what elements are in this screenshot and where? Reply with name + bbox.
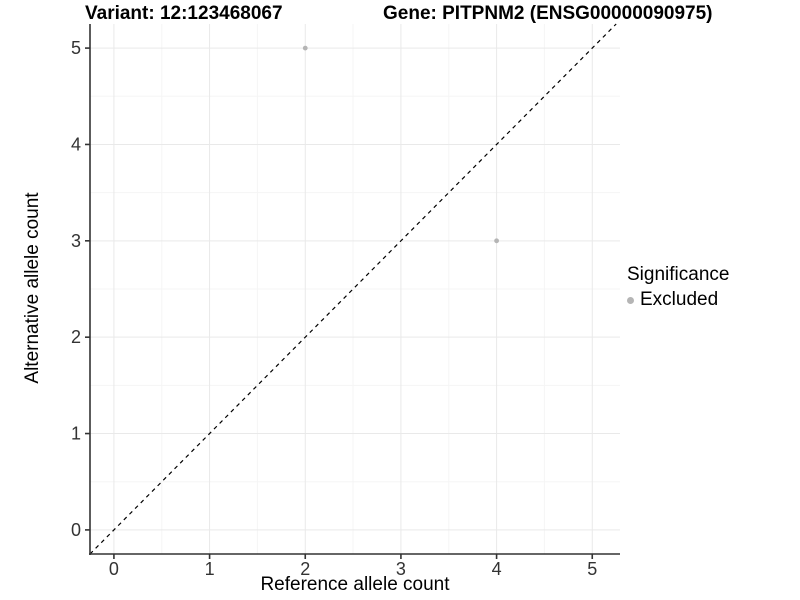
x-tick-label: 5 (587, 559, 597, 579)
data-point-excluded (302, 45, 308, 51)
legend-item-excluded: Excluded (627, 289, 729, 311)
y-tick-label: 5 (71, 38, 81, 58)
y-tick-label: 0 (71, 520, 81, 540)
legend-point-icon (627, 296, 634, 304)
x-tick-label: 4 (492, 559, 502, 579)
legend: Significance Excluded (627, 264, 729, 311)
y-tick-label: 2 (71, 327, 81, 347)
x-axis-title: Reference allele count (260, 574, 450, 595)
x-tick-label: 1 (205, 559, 215, 579)
plot-title-gene: Gene: PITPNM2 (ENSG00000090975) (383, 3, 713, 24)
legend-title: Significance (627, 264, 730, 285)
x-tick-label: 0 (109, 559, 119, 579)
y-tick-label: 4 (71, 134, 81, 154)
data-point-excluded (494, 238, 499, 244)
x-tick-label: 3 (396, 559, 406, 579)
y-axis-title: Alternative allele count (22, 192, 43, 384)
x-tick-label: 2 (300, 559, 310, 579)
legend-item-label: Excluded (640, 289, 719, 310)
y-tick-label: 1 (71, 424, 81, 444)
y-tick-label: 3 (71, 231, 81, 251)
plot-title-variant: Variant: 12:123468067 (85, 3, 283, 24)
